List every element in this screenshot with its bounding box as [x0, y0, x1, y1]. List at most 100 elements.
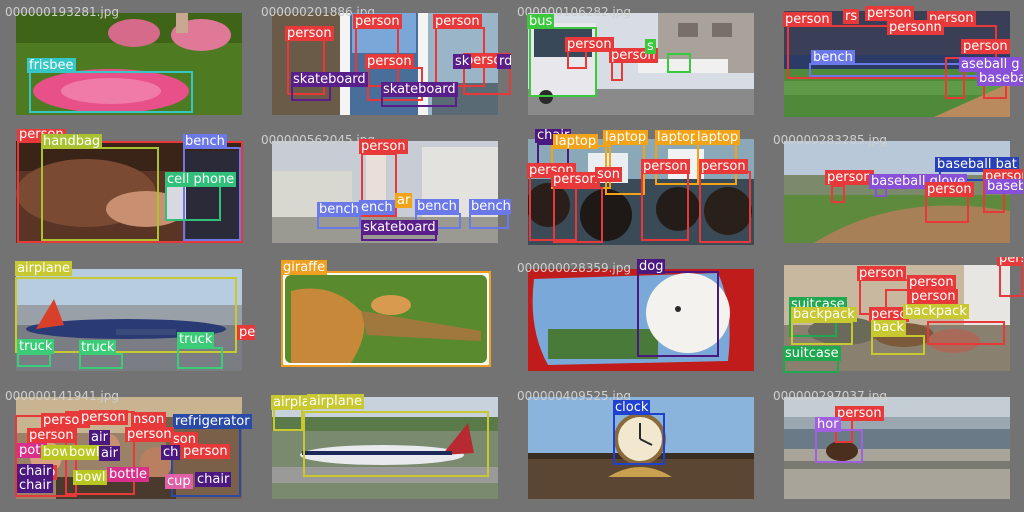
label-person: person: [783, 12, 832, 27]
grid-tile[interactable]: 000000028359.jpg dog: [513, 257, 767, 383]
grid-tile[interactable]: person person suitcase person backpack p…: [769, 257, 1023, 383]
bbox-truck: [17, 353, 51, 367]
label-ar: ar: [395, 193, 413, 208]
label-person: person: [285, 26, 334, 41]
bbox-bench: [317, 215, 361, 229]
label-refrigerator: refrigerator: [173, 414, 252, 429]
grid-tile[interactable]: 000000562045.jpg person bench ench ar be…: [257, 129, 511, 255]
label-bench: bench: [317, 202, 361, 217]
label-person: person: [909, 289, 958, 304]
label-bowl: bowl: [73, 470, 108, 485]
grid-tile[interactable]: chair laptop laptop laptop laptop person…: [513, 129, 767, 255]
label-bottle: bottle: [107, 467, 150, 482]
label-chair: air: [99, 446, 120, 461]
label-handbag: handbag: [41, 134, 103, 149]
tile-photo[interactable]: [272, 397, 498, 499]
grid-tile[interactable]: 000000409525.jpg clock: [513, 385, 767, 511]
bbox-unknown: [667, 53, 691, 73]
bbox-person: [361, 153, 397, 217]
grid-tile[interactable]: 000000106282.jpg bus person person s: [513, 1, 767, 127]
bbox-cell-phone: [165, 185, 221, 221]
tile-photo[interactable]: [528, 397, 754, 499]
tile-filename: 000000562045.jpg: [261, 133, 375, 147]
label-person: person: [835, 406, 884, 421]
label-frisbee: frisbee: [27, 58, 76, 73]
label-skateboard: skateboard: [381, 82, 458, 97]
grid-tile[interactable]: giraffe: [257, 257, 511, 383]
bbox-person: [699, 171, 751, 243]
label-truck: truck: [17, 339, 55, 354]
bbox-person: [17, 141, 243, 243]
label-person: person: [641, 159, 690, 174]
bbox-person: [831, 185, 845, 203]
tile-filename: 000000283285.jpg: [773, 133, 887, 147]
bbox-handbag: [41, 147, 159, 241]
grid-tile[interactable]: 000000141941.jpg person person nson refr…: [1, 385, 255, 511]
grid-tile[interactable]: 000000201886.jpg person person person pe…: [257, 1, 511, 127]
photo-giraffe: [281, 271, 491, 367]
bbox-bench: [469, 213, 509, 229]
tile-photo[interactable]: [281, 271, 491, 367]
label-truck: truck: [79, 340, 117, 355]
label-suitcase: suitcase: [783, 346, 841, 361]
tile-filename: 000000141941.jpg: [5, 389, 119, 403]
label-person: person: [27, 428, 76, 443]
grid-tile[interactable]: person handbag bench cell phone: [1, 129, 255, 255]
grid-tile[interactable]: 000000283285.jpg baseball bat person bas…: [769, 129, 1023, 255]
label-airplane: airplane: [307, 394, 364, 409]
grid-tile[interactable]: airplane truck truck truck person: [1, 257, 255, 383]
bbox-horse: [815, 429, 863, 463]
grid-tile[interactable]: 000000297037.jpg person hor: [769, 385, 1023, 511]
label-laptop: laptop: [603, 130, 649, 145]
label-bench: ench: [359, 200, 395, 215]
bbox-person: [927, 321, 1005, 345]
bbox-frisbee: [29, 71, 193, 113]
bbox-backpack: [871, 335, 925, 355]
label-truck: truck: [177, 332, 215, 347]
tile-photo[interactable]: [16, 141, 242, 243]
bbox-skateboard: [291, 85, 331, 101]
label-airplane: airplane: [15, 261, 72, 276]
bbox-dog: [637, 271, 719, 357]
grid-tile[interactable]: 000000193281.jpg frisbee: [1, 1, 255, 127]
label-bench: bench: [183, 134, 227, 149]
grid-tile[interactable]: airpla airplane: [257, 385, 511, 511]
label-person: son: [595, 167, 622, 182]
label-backpack: backpack: [791, 307, 857, 322]
tile-photo[interactable]: [16, 13, 242, 115]
label-person: person: [353, 14, 402, 29]
label-person: person: [237, 325, 255, 340]
label-person: person: [857, 266, 906, 281]
tile-filename: 000000201886.jpg: [261, 5, 375, 19]
bbox-giraffe: [281, 271, 491, 367]
label-person: perso: [869, 307, 910, 322]
label-person: person: [699, 159, 748, 174]
label-bench: bench: [811, 50, 855, 65]
bbox-airplane: [273, 407, 303, 431]
label-giraffe: giraffe: [281, 260, 328, 275]
bbox-clock: [613, 413, 665, 465]
label-laptop: laptop: [695, 130, 741, 145]
label-person: person: [365, 54, 414, 69]
label-person: person: [551, 172, 600, 187]
photo-grass-frisbee: [16, 13, 242, 115]
photo-horse-rider: [784, 397, 1010, 499]
label-baseball-bat: baseb: [985, 179, 1023, 194]
label-cell-phone: cell phone: [165, 172, 237, 187]
label-airplane: airpla: [271, 395, 312, 410]
bbox-person: [641, 171, 689, 241]
label-bowl: bowl: [41, 445, 76, 460]
photo-dog-car-mirror: [528, 269, 754, 371]
tile-photo[interactable]: [784, 397, 1010, 499]
grid-tile[interactable]: person rs person person personn bench pe…: [769, 1, 1023, 127]
label-person: son: [171, 432, 198, 447]
label-cup: cup: [165, 474, 193, 489]
label-person: personn: [887, 20, 944, 35]
label-chair: air: [89, 430, 110, 445]
label-person: rs: [843, 9, 860, 24]
photo-delta-airplane: [272, 397, 498, 499]
label-person: person: [565, 37, 614, 52]
photo-person-phone: [16, 141, 242, 243]
tile-photo[interactable]: [528, 269, 754, 371]
label-bowl: bowl: [67, 445, 102, 460]
